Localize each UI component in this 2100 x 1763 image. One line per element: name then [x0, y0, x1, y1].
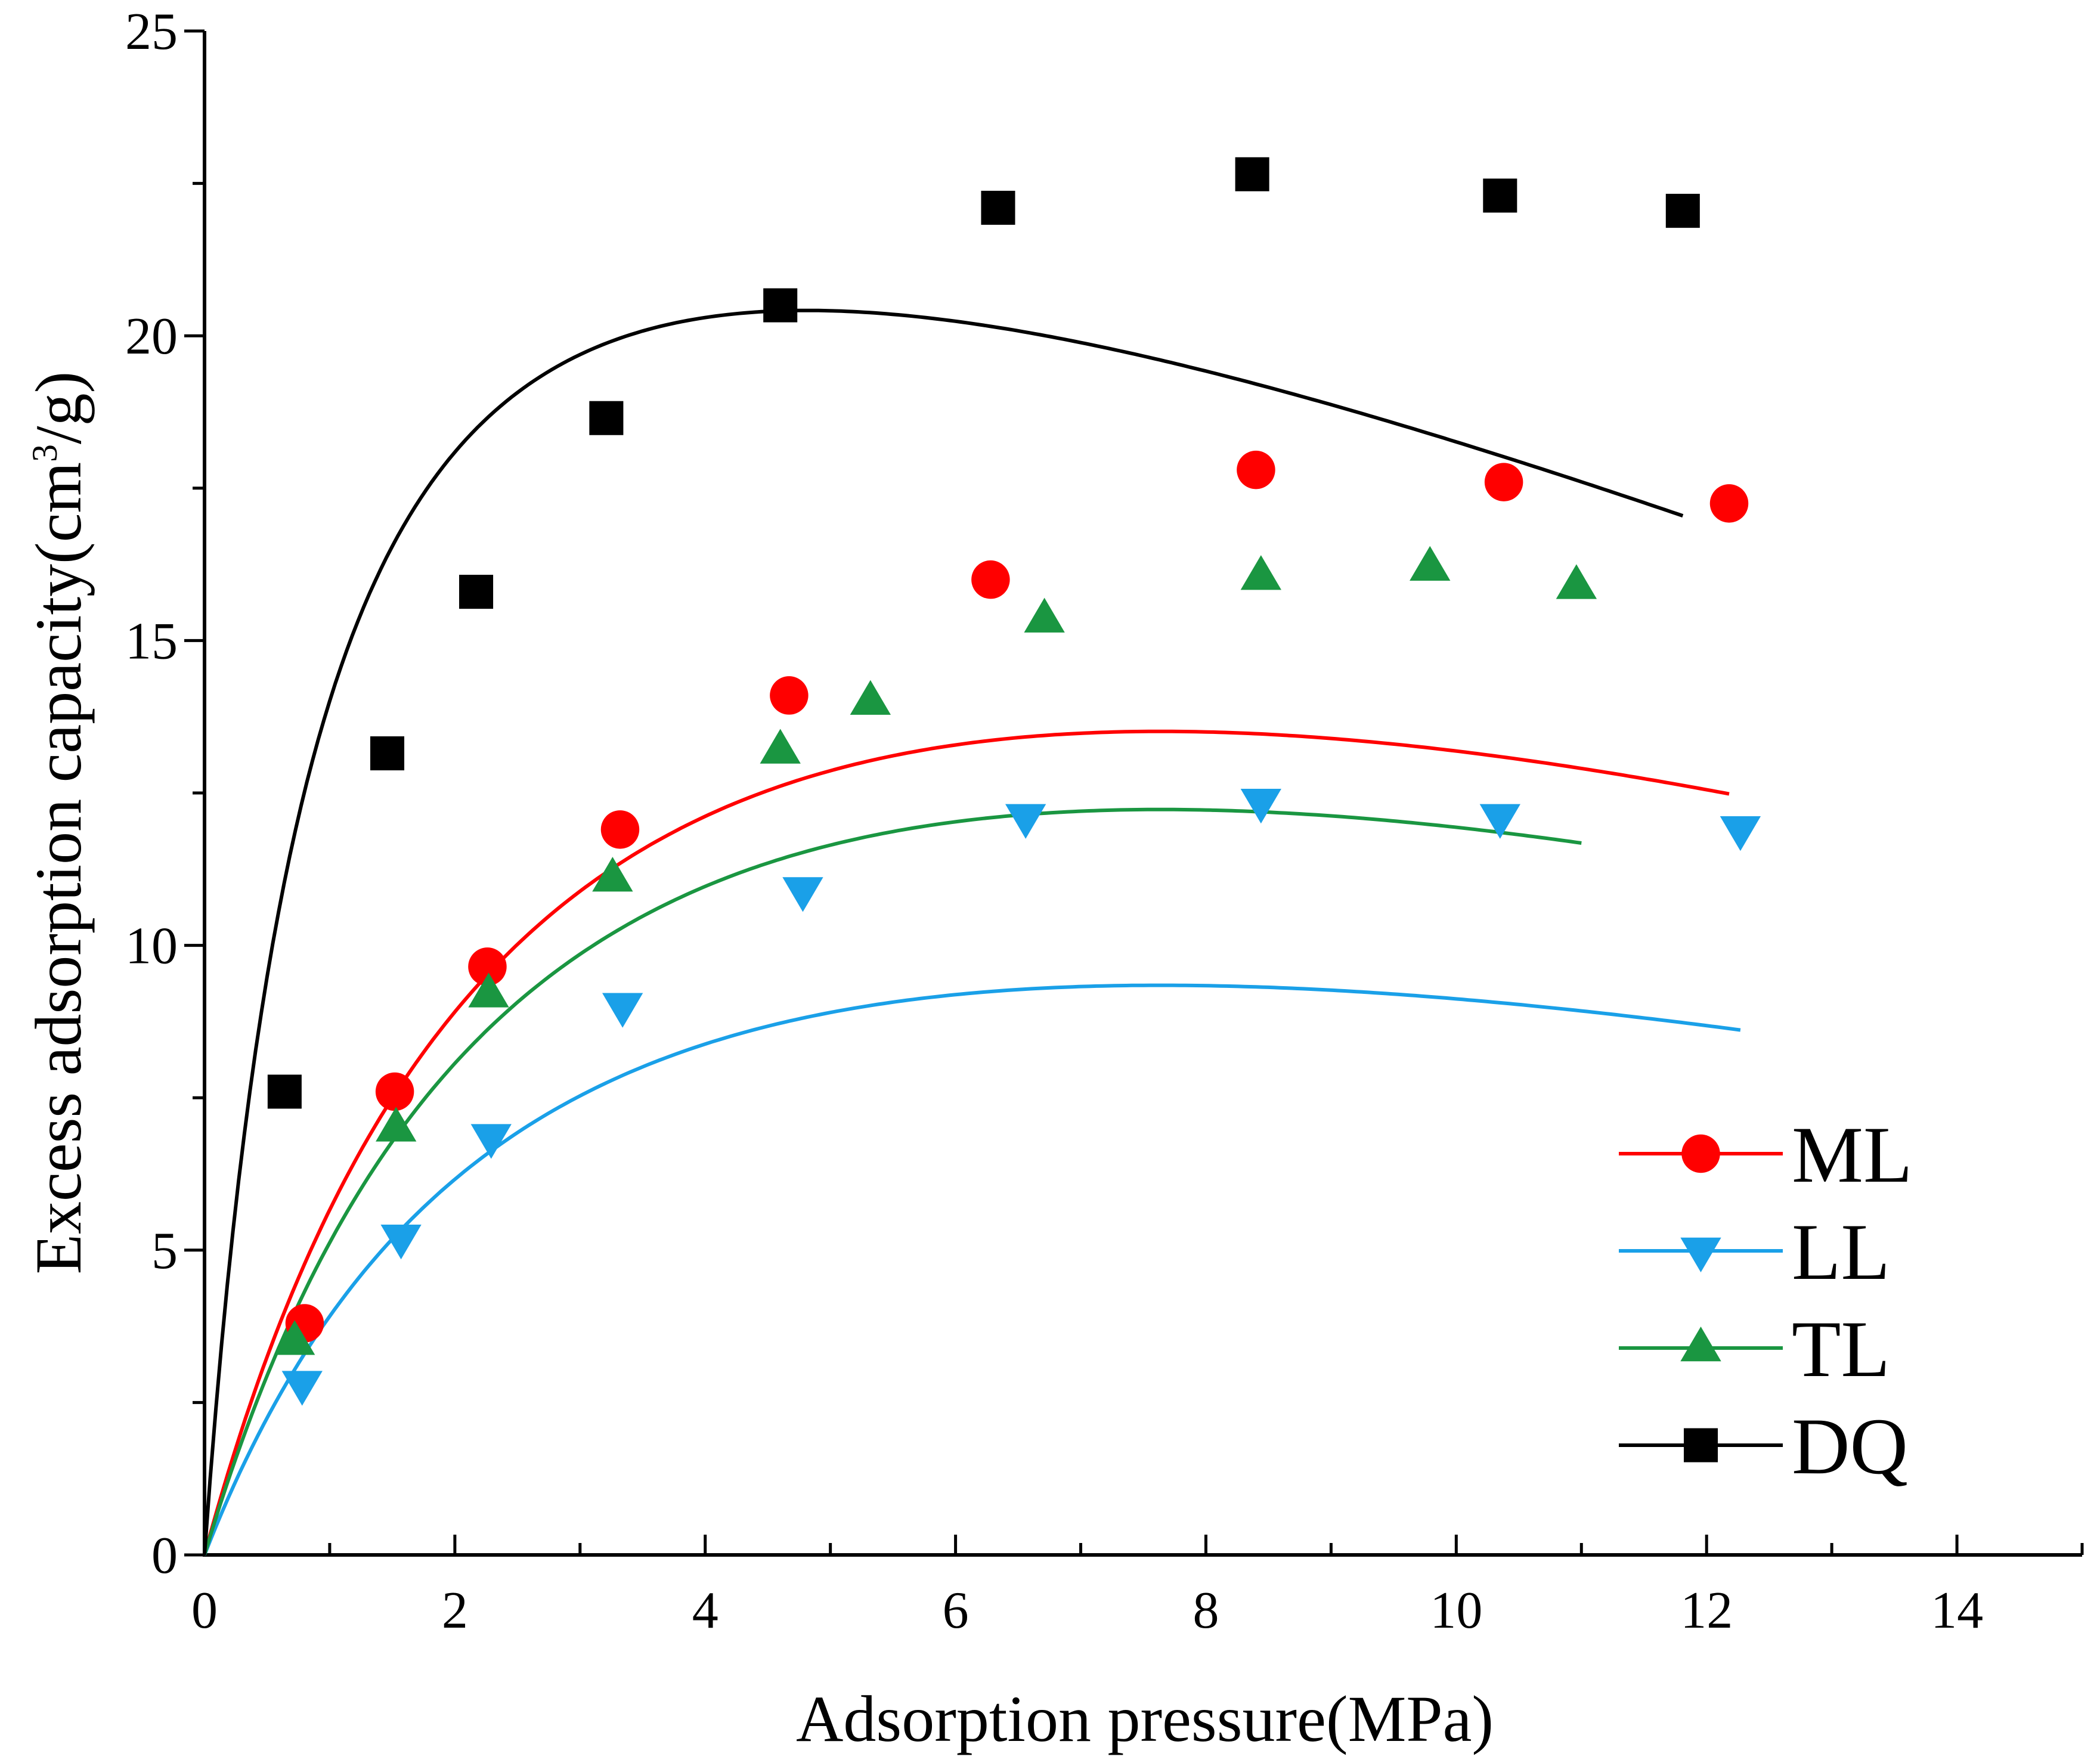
legend-marker	[1680, 1327, 1721, 1362]
data-point-ll	[1720, 816, 1761, 851]
data-point-ll	[281, 1371, 323, 1406]
data-point-ll	[782, 877, 823, 912]
data-point-ml	[1237, 450, 1275, 489]
y-tick-label: 0	[151, 1527, 178, 1585]
data-point-tl	[760, 729, 801, 764]
data-point-dq	[1483, 178, 1517, 213]
fit-curve-tl	[203, 807, 1582, 1556]
data-point-ll	[380, 1225, 422, 1260]
y-tick-label: 25	[125, 3, 178, 61]
data-point-ml	[1709, 484, 1749, 523]
legend-marker	[1681, 1134, 1720, 1173]
legend-item-ll: LL	[1619, 1208, 1890, 1297]
data-point-tl	[1024, 597, 1065, 633]
data-point-tl	[468, 972, 509, 1008]
data-point-tl	[1556, 564, 1597, 599]
data-point-dq	[589, 401, 624, 435]
x-tick-label: 10	[1430, 1582, 1482, 1640]
data-point-ll	[602, 993, 643, 1028]
x-tick-label: 6	[943, 1582, 969, 1640]
data-point-dq	[1235, 157, 1269, 191]
data-point-ml	[971, 560, 1010, 599]
x-axis-title: Adsorption pressure(MPa)	[796, 1683, 1494, 1755]
data-point-dq	[981, 190, 1015, 225]
fit-curve-ml	[203, 729, 1730, 1556]
y-axis-title-sup: 3	[25, 444, 64, 462]
data-point-ll	[1005, 804, 1046, 839]
x-tick-label: 2	[442, 1582, 468, 1640]
data-point-ll	[1240, 789, 1281, 824]
x-tick-label: 8	[1193, 1582, 1219, 1640]
axes: 0 2 4 6 8 10 12 14 0 5 10 15 20 25	[125, 3, 2084, 1640]
y-axis-title-suffix: /g)	[22, 371, 95, 444]
data-point-ml	[1484, 463, 1523, 501]
data-point-tl	[1240, 555, 1281, 590]
data-point-ml	[770, 676, 809, 715]
data-markers	[267, 157, 1761, 1406]
data-point-ll	[470, 1124, 512, 1159]
fit-curves	[203, 308, 1741, 1556]
y-axis-title-prefix: Excess adsorption capacity(cm	[22, 462, 95, 1274]
data-point-dq	[1665, 194, 1700, 228]
x-tick-label: 12	[1680, 1582, 1733, 1640]
data-point-tl	[592, 857, 633, 892]
legend-label: TL	[1792, 1305, 1890, 1394]
data-point-dq	[459, 575, 494, 609]
fit-curve-ll	[203, 983, 1741, 1556]
y-tick-label: 10	[125, 918, 178, 975]
x-tick-label: 0	[191, 1582, 218, 1640]
data-point-ll	[1479, 804, 1520, 839]
legend-marker	[1683, 1428, 1718, 1463]
y-axis-title: Excess adsorption capacity(cm3/g)	[22, 371, 95, 1274]
data-point-ml	[600, 810, 640, 849]
x-tick-label: 4	[692, 1582, 718, 1640]
legend-label: ML	[1792, 1111, 1913, 1200]
legend-item-dq: DQ	[1619, 1402, 1908, 1491]
y-tick-label: 5	[151, 1222, 178, 1280]
data-point-dq	[267, 1074, 302, 1109]
data-point-dq	[370, 736, 405, 771]
legend-label: DQ	[1792, 1402, 1908, 1491]
data-point-tl	[850, 680, 891, 715]
legend-item-ml: ML	[1619, 1111, 1913, 1200]
legend-item-tl: TL	[1619, 1305, 1890, 1394]
legend-marker	[1680, 1237, 1721, 1272]
y-tick-label: 15	[125, 612, 178, 670]
y-tick-label: 20	[125, 308, 178, 365]
data-point-ml	[468, 947, 507, 986]
data-point-tl	[1410, 546, 1451, 581]
data-point-dq	[763, 288, 798, 323]
data-point-ml	[375, 1072, 414, 1111]
x-tick-label: 14	[1931, 1582, 1983, 1640]
legend-label: LL	[1792, 1208, 1890, 1297]
data-point-tl	[376, 1107, 417, 1142]
data-point-tl	[274, 1320, 315, 1355]
fit-curve-dq	[203, 308, 1684, 1556]
